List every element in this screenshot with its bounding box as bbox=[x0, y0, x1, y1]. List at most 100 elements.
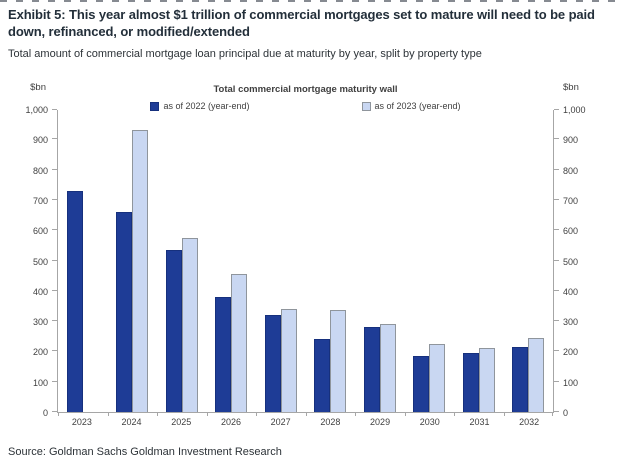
y-tick-mark bbox=[554, 411, 559, 412]
x-tick-mark bbox=[306, 413, 307, 416]
bar-series1-2028 bbox=[330, 310, 347, 412]
source-note: Source: Goldman Sachs Goldman Investment… bbox=[8, 446, 282, 458]
bar-series0-2026 bbox=[215, 297, 232, 412]
bar-groups bbox=[58, 110, 553, 412]
y-tick-label: 500 bbox=[32, 256, 48, 267]
exhibit-title: Exhibit 5: This year almost $1 trillion … bbox=[8, 7, 595, 39]
x-tick-label-2027: 2027 bbox=[270, 417, 291, 427]
y-tick-mark bbox=[554, 320, 559, 322]
y-tick-label: 600 bbox=[32, 226, 48, 237]
legend-swatch-icon bbox=[150, 101, 160, 111]
x-tick-label-2030: 2030 bbox=[419, 417, 440, 427]
y-tick-mark bbox=[52, 411, 57, 412]
y-tick-mark bbox=[52, 229, 57, 231]
bar-group-2030 bbox=[405, 110, 455, 412]
x-tick-label-2025: 2025 bbox=[171, 417, 192, 427]
exhibit-subtitle: Total amount of commercial mortgage loan… bbox=[8, 48, 482, 60]
y-tick-mark bbox=[554, 138, 559, 140]
x-tick-label-2029: 2029 bbox=[370, 417, 391, 427]
y-tick-mark bbox=[52, 198, 57, 200]
x-tick-label-2026: 2026 bbox=[220, 417, 241, 427]
bar-series0-2024 bbox=[116, 212, 133, 412]
y-tick-label: 1,000 bbox=[25, 105, 48, 115]
bar-series0-2028 bbox=[314, 339, 331, 412]
y-tick-mark bbox=[52, 289, 57, 291]
y-axis-left-labels: 0 100 200 300 400 500 600 700 800 900 1,000 bbox=[0, 105, 48, 418]
y-tick-label: 500 bbox=[563, 256, 579, 267]
bar-series1-2031 bbox=[478, 348, 495, 412]
y-axis-unit-left: $bn bbox=[30, 82, 46, 93]
bar-group-2032 bbox=[504, 110, 554, 412]
y-tick-label: 800 bbox=[563, 165, 579, 176]
y-tick-mark bbox=[554, 229, 559, 231]
y-tick-label: 100 bbox=[563, 377, 579, 388]
bar-series0-2023 bbox=[66, 191, 83, 412]
y-axis-right-labels: 0 100 200 300 400 500 600 700 800 900 1,000 bbox=[563, 105, 613, 418]
x-tick-mark bbox=[355, 413, 356, 416]
legend-item-1: as of 2023 (year-end) bbox=[361, 101, 461, 111]
x-tick-mark bbox=[58, 413, 59, 416]
bar-series1-2030 bbox=[429, 344, 446, 412]
plot-area bbox=[52, 109, 559, 416]
x-tick-label-2032: 2032 bbox=[519, 417, 540, 427]
y-tick-mark bbox=[52, 350, 57, 352]
bar-series0-2031 bbox=[462, 353, 479, 412]
y-tick-label: 200 bbox=[32, 347, 48, 358]
bar-group-2025 bbox=[157, 110, 207, 412]
y-tick-mark bbox=[554, 198, 559, 200]
y-tick-mark bbox=[554, 289, 559, 291]
y-axis-unit-right: $bn bbox=[563, 82, 579, 93]
chart-legend: as of 2022 (year-end) as of 2023 (year-en… bbox=[57, 101, 554, 111]
bar-series0-2032 bbox=[512, 347, 529, 412]
y-tick-label: 700 bbox=[32, 195, 48, 206]
y-tick-mark bbox=[52, 320, 57, 322]
y-tick-mark bbox=[52, 259, 57, 261]
y-tick-mark bbox=[52, 109, 57, 110]
legend-label: as of 2022 (year-end) bbox=[163, 101, 250, 111]
bar-group-2027 bbox=[256, 110, 306, 412]
x-tick-label-2023: 2023 bbox=[71, 417, 92, 427]
bar-series0-2025 bbox=[165, 250, 182, 412]
bar-group-2029 bbox=[355, 110, 405, 412]
bar-series1-2025 bbox=[181, 238, 198, 412]
y-tick-label: 100 bbox=[32, 377, 48, 388]
bar-series1-2024 bbox=[132, 130, 149, 412]
y-tick-label: 400 bbox=[563, 286, 579, 297]
x-tick-label-2024: 2024 bbox=[121, 417, 142, 427]
legend-item-0: as of 2022 (year-end) bbox=[150, 101, 250, 111]
legend-swatch-icon bbox=[361, 101, 371, 111]
y-tick-label: 0 bbox=[563, 408, 569, 418]
bar-group-2026 bbox=[207, 110, 257, 412]
bar-group-2031 bbox=[454, 110, 504, 412]
x-tick-mark bbox=[256, 413, 257, 416]
x-tick-mark bbox=[504, 413, 505, 416]
x-tick-mark bbox=[454, 413, 455, 416]
y-tick-label: 300 bbox=[32, 317, 48, 328]
x-axis-labels: 2023 2024 2025 2026 2027 2028 2029 2030 2031 2032 bbox=[57, 417, 554, 427]
bar-series0-2030 bbox=[413, 356, 430, 412]
y-tick-mark bbox=[52, 138, 57, 140]
bar-group-2028 bbox=[306, 110, 356, 412]
y-tick-mark bbox=[554, 109, 559, 110]
y-tick-mark bbox=[52, 380, 57, 382]
bar-series1-2027 bbox=[280, 309, 297, 412]
bar-series1-2026 bbox=[231, 274, 248, 412]
x-tick-mark bbox=[157, 413, 158, 416]
y-tick-mark bbox=[554, 168, 559, 170]
y-tick-mark bbox=[554, 380, 559, 382]
y-tick-label: 900 bbox=[563, 135, 579, 146]
x-tick-mark bbox=[552, 413, 553, 416]
bar-series1-2029 bbox=[379, 324, 396, 412]
x-tick-mark bbox=[108, 413, 109, 416]
cropped-top-rule bbox=[0, 0, 620, 2]
y-tick-label: 300 bbox=[563, 317, 579, 328]
y-tick-label: 200 bbox=[563, 347, 579, 358]
bar-group-2024 bbox=[108, 110, 158, 412]
bar-group-2023 bbox=[58, 110, 108, 412]
y-tick-label: 900 bbox=[32, 135, 48, 146]
bar-series0-2029 bbox=[363, 327, 380, 412]
y-tick-mark bbox=[554, 350, 559, 352]
chart-title: Total commercial mortgage maturity wall bbox=[213, 84, 398, 95]
x-tick-mark bbox=[405, 413, 406, 416]
